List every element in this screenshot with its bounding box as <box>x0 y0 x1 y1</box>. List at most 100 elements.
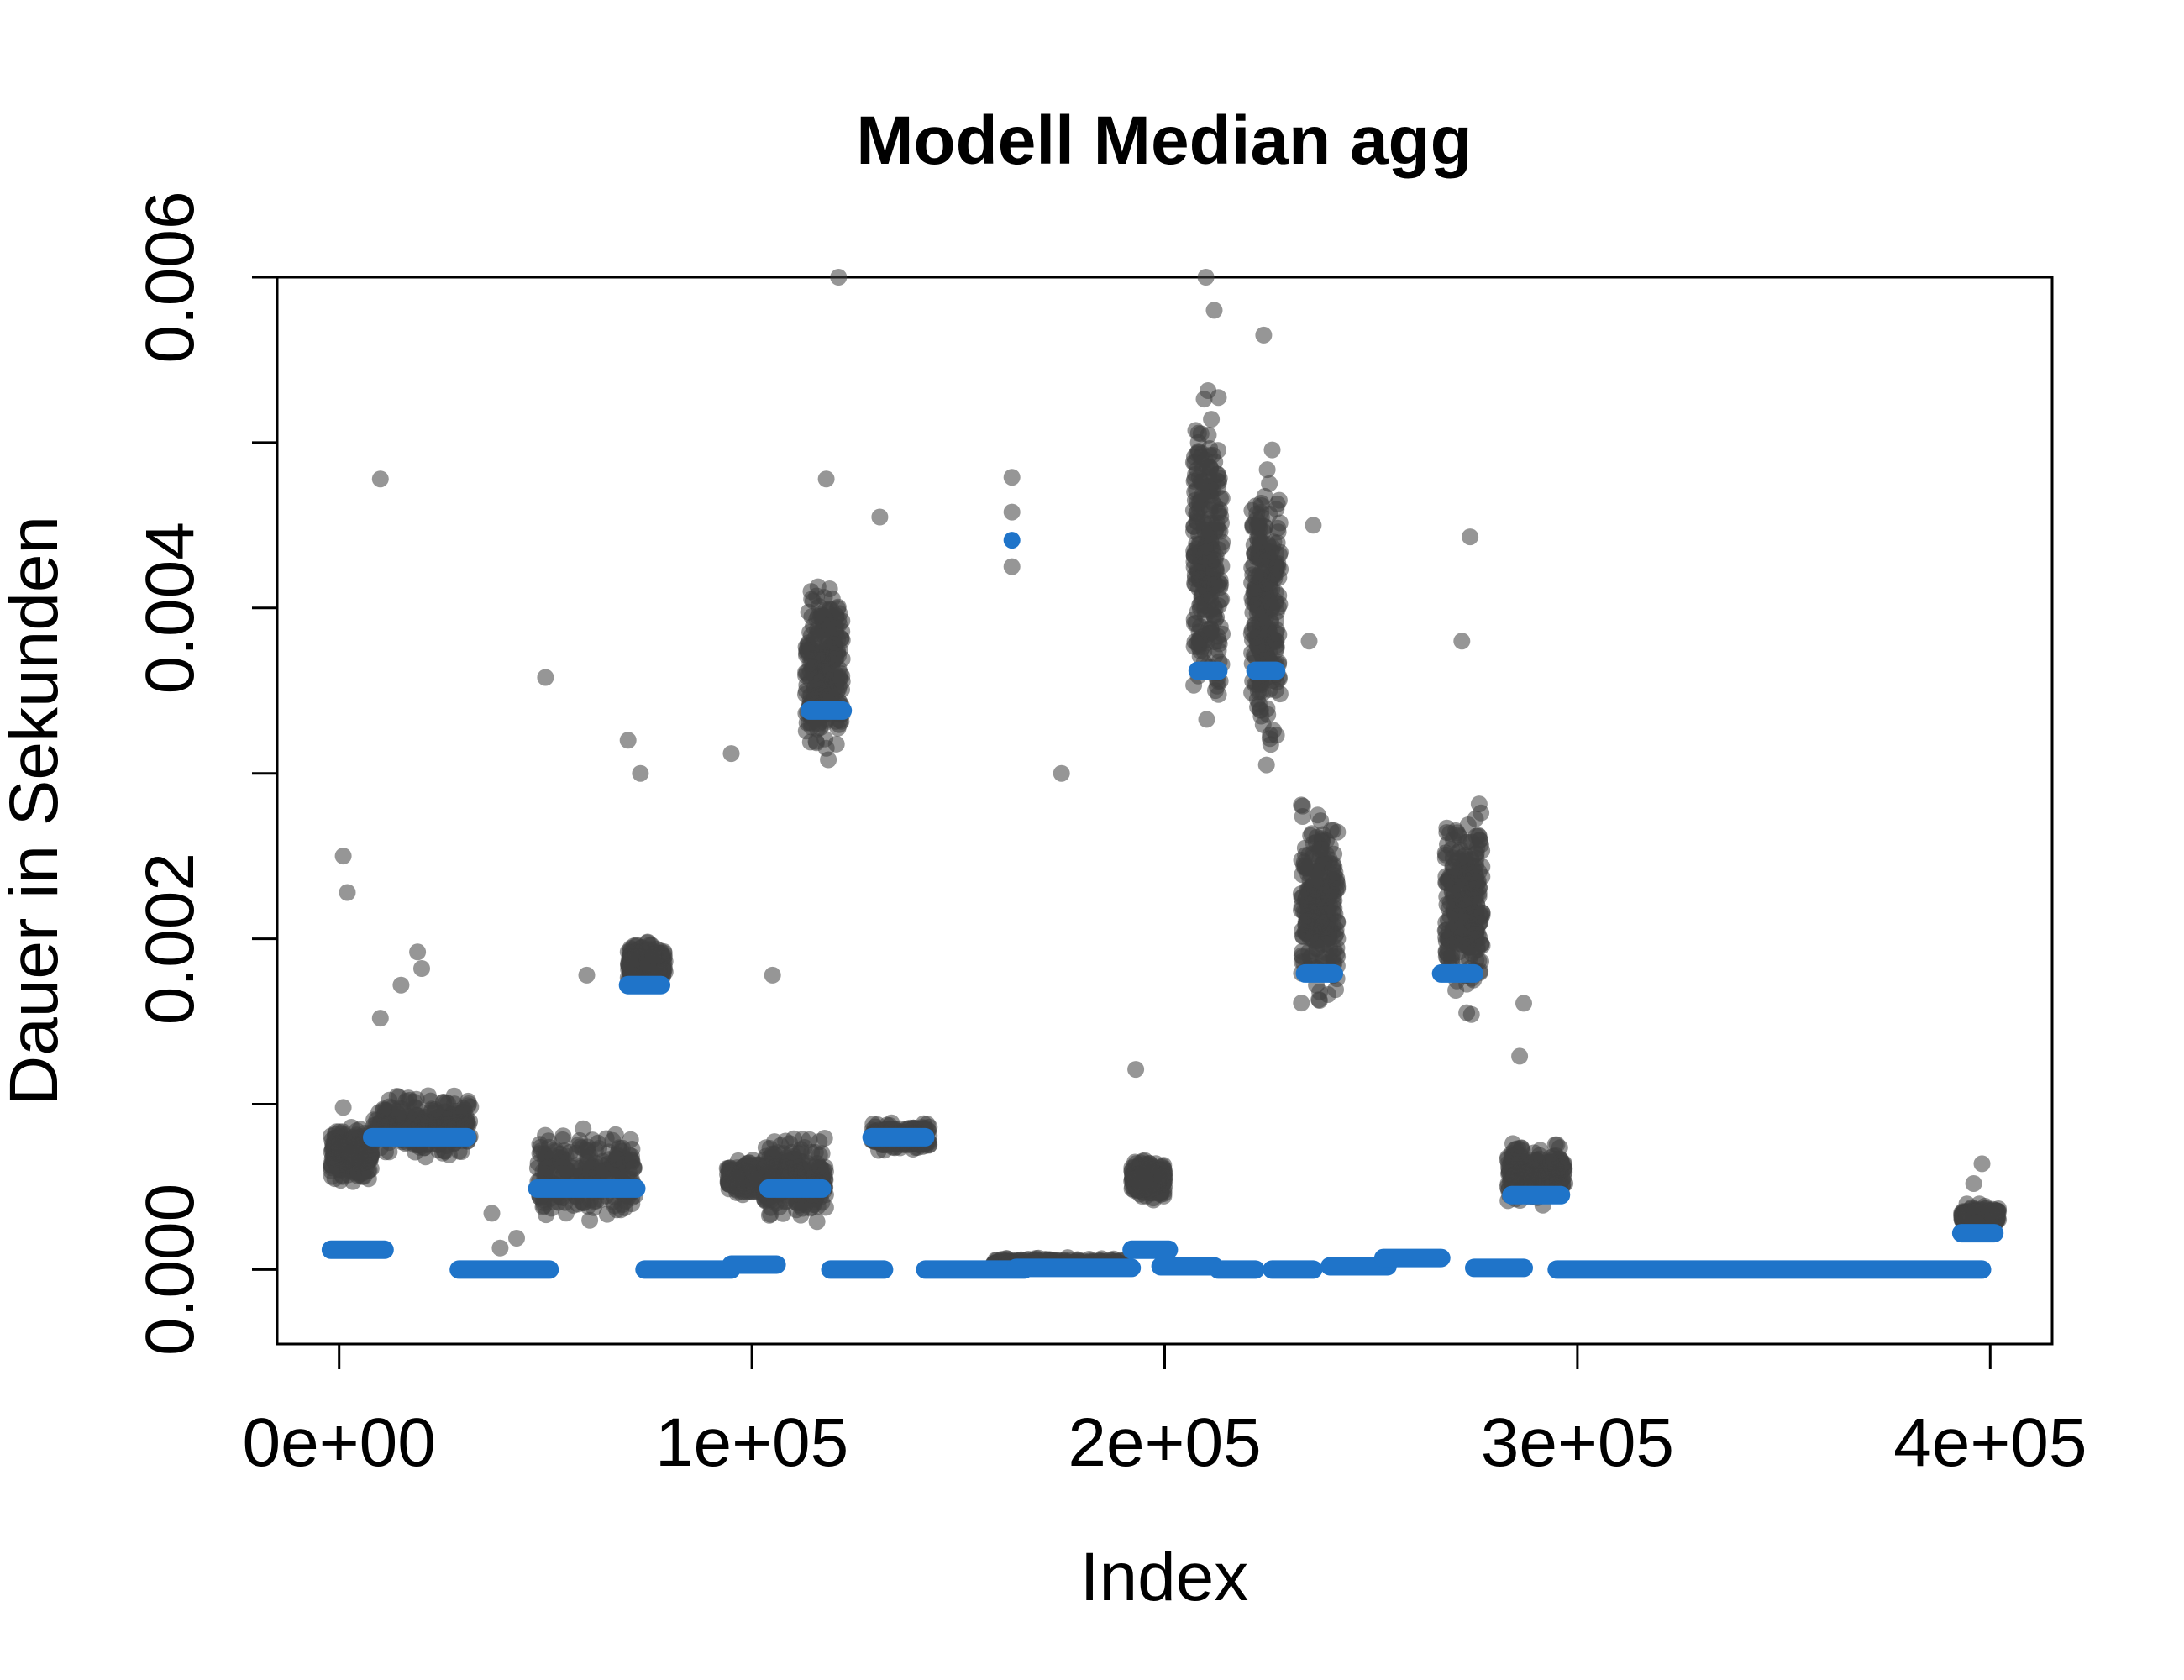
data-point <box>727 1170 745 1188</box>
data-point <box>538 1206 555 1224</box>
data-point <box>1268 612 1284 629</box>
outlier-point <box>1515 995 1532 1012</box>
outlier-point <box>1053 764 1070 782</box>
data-point <box>1200 382 1217 399</box>
y-tick-label: 0.000 <box>132 1184 208 1356</box>
data-point <box>1265 722 1282 739</box>
point-cluster-13 <box>1499 1135 1574 1214</box>
outlier-point <box>1003 503 1021 521</box>
data-point <box>1473 904 1491 921</box>
outlier-point <box>1511 1047 1529 1065</box>
outlier-point <box>334 1099 352 1116</box>
data-point <box>1437 944 1455 961</box>
data-point <box>1305 835 1322 852</box>
outlier-point <box>1003 558 1021 575</box>
data-point <box>1246 591 1263 608</box>
data-point <box>1470 795 1488 813</box>
outlier-point <box>334 848 352 865</box>
data-point <box>1185 615 1203 633</box>
data-point <box>1203 411 1221 428</box>
data-point <box>1257 756 1275 774</box>
y-axis-label: Dauer in Sekunden <box>0 516 72 1105</box>
outlier-point <box>1462 528 1479 546</box>
data-point <box>1185 517 1203 535</box>
data-point <box>1200 587 1218 605</box>
data-point <box>1449 935 1467 953</box>
data-point <box>1458 1004 1476 1021</box>
data-point <box>1271 685 1289 703</box>
outlier-point <box>817 470 835 488</box>
data-point <box>1322 882 1340 900</box>
data-point <box>797 667 815 685</box>
data-point <box>1296 858 1314 874</box>
data-point <box>1201 501 1219 519</box>
outlier-point <box>619 732 637 749</box>
data-point <box>809 1159 827 1177</box>
point-cluster-11 <box>1292 796 1347 1012</box>
data-point <box>558 1205 575 1222</box>
data-point <box>1317 918 1335 936</box>
outlier-point <box>1003 469 1021 486</box>
data-point <box>1305 887 1322 905</box>
data-point <box>817 663 835 680</box>
data-point <box>813 1145 831 1163</box>
data-point <box>1437 914 1455 932</box>
x-tick-label: 1e+05 <box>655 1404 848 1481</box>
data-point <box>1245 536 1263 554</box>
data-point <box>1263 598 1281 616</box>
x-tick-label: 3e+05 <box>1481 1404 1674 1481</box>
outlier-point <box>871 508 889 526</box>
data-point <box>1293 796 1310 814</box>
data-point <box>1203 515 1221 532</box>
outlier-point <box>371 470 389 488</box>
x-tick-label: 2e+05 <box>1068 1404 1261 1481</box>
outlier-point <box>413 960 430 977</box>
data-point <box>1450 921 1467 939</box>
data-point <box>1214 625 1231 643</box>
data-point <box>1186 454 1204 471</box>
data-point <box>1153 1168 1171 1185</box>
data-point <box>579 1138 596 1156</box>
data-point <box>1194 486 1211 503</box>
data-point <box>1249 638 1266 655</box>
data-point <box>1210 575 1228 591</box>
data-point <box>459 1095 477 1112</box>
data-point <box>557 1160 575 1178</box>
x-tick-label: 4e+05 <box>1893 1404 2087 1481</box>
data-point <box>1189 433 1207 451</box>
data-point <box>1267 565 1284 583</box>
data-point <box>585 1199 602 1216</box>
data-point <box>644 948 662 965</box>
data-point <box>333 1161 350 1179</box>
data-point <box>1269 523 1287 541</box>
data-point <box>792 1141 810 1158</box>
data-point <box>1470 888 1488 906</box>
point-cluster-8 <box>1123 1152 1173 1209</box>
y-tick-label: 0.004 <box>132 522 208 694</box>
data-point <box>1312 812 1330 830</box>
data-point <box>808 587 826 605</box>
outlier-point <box>578 966 596 984</box>
outlier-point <box>339 884 356 901</box>
outlier-point <box>508 1230 525 1247</box>
data-point <box>1449 865 1467 883</box>
data-point <box>547 1141 564 1158</box>
outlier-point <box>371 1010 389 1027</box>
data-point <box>1326 906 1344 923</box>
data-point <box>327 1133 344 1151</box>
data-point <box>1304 947 1321 963</box>
data-point <box>1252 683 1269 701</box>
data-point <box>774 1205 792 1222</box>
x-tick-label: 0e+00 <box>243 1404 436 1481</box>
data-point <box>785 1154 803 1172</box>
data-point <box>1551 1158 1568 1176</box>
point-cluster-6 <box>797 578 851 769</box>
data-point <box>611 1139 627 1157</box>
point-cluster-14 <box>1953 1195 2008 1234</box>
data-point <box>390 1106 407 1123</box>
y-axis: 0.000 0.002 0.004 0.006 <box>132 191 279 1356</box>
outlier-point <box>1255 326 1273 344</box>
outlier-point <box>1973 1155 1991 1173</box>
data-point <box>1198 711 1215 728</box>
